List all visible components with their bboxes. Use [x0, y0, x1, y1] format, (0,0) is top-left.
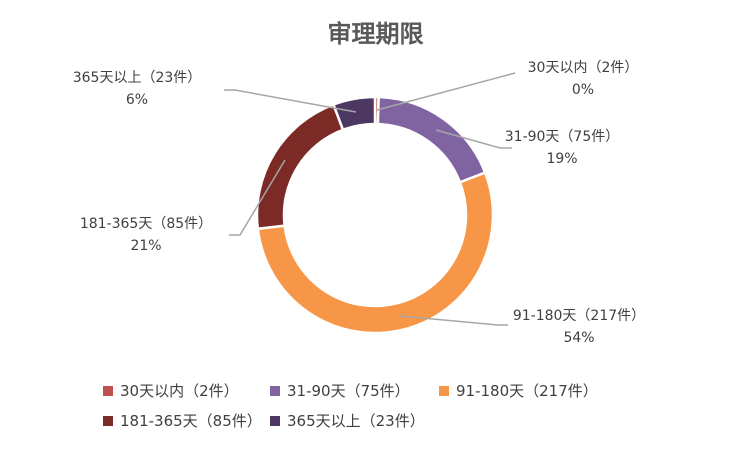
data-label-4: 365天以上（23件） 6% — [72, 70, 202, 108]
data-label-1: 31-90天（75件） 19% — [504, 129, 620, 167]
legend-swatch — [270, 385, 280, 396]
legend-item-1: 31-90天（75件） — [270, 380, 410, 401]
leader-line-4 — [224, 89, 357, 113]
legend-item-0: 30天以内（2件） — [103, 380, 239, 401]
legend-item-3: 181-365天（85件） — [103, 410, 262, 431]
leader-line-2 — [399, 315, 508, 326]
leader-line-3 — [229, 159, 286, 236]
leader-line-1 — [435, 129, 512, 149]
legend-item-2: 91-180天（217件） — [439, 380, 598, 401]
legend-swatch — [103, 385, 113, 396]
legend-swatch — [270, 415, 280, 426]
donut-slice-4 — [331, 95, 377, 132]
data-label-2: 91-180天（217件） 54% — [512, 308, 646, 346]
legend-swatch — [439, 385, 449, 396]
legend-swatch — [103, 415, 113, 426]
data-label-3: 181-365天（85件） 21% — [79, 216, 213, 254]
legend-item-4: 365天以上（23件） — [270, 410, 425, 431]
leader-line-0 — [376, 72, 516, 111]
donut-slice-2 — [256, 171, 495, 335]
donut-slice-3 — [255, 102, 345, 231]
data-label-0: 30天以内（2件） 0% — [527, 60, 639, 98]
chart-title: 审理期限 — [327, 19, 424, 48]
